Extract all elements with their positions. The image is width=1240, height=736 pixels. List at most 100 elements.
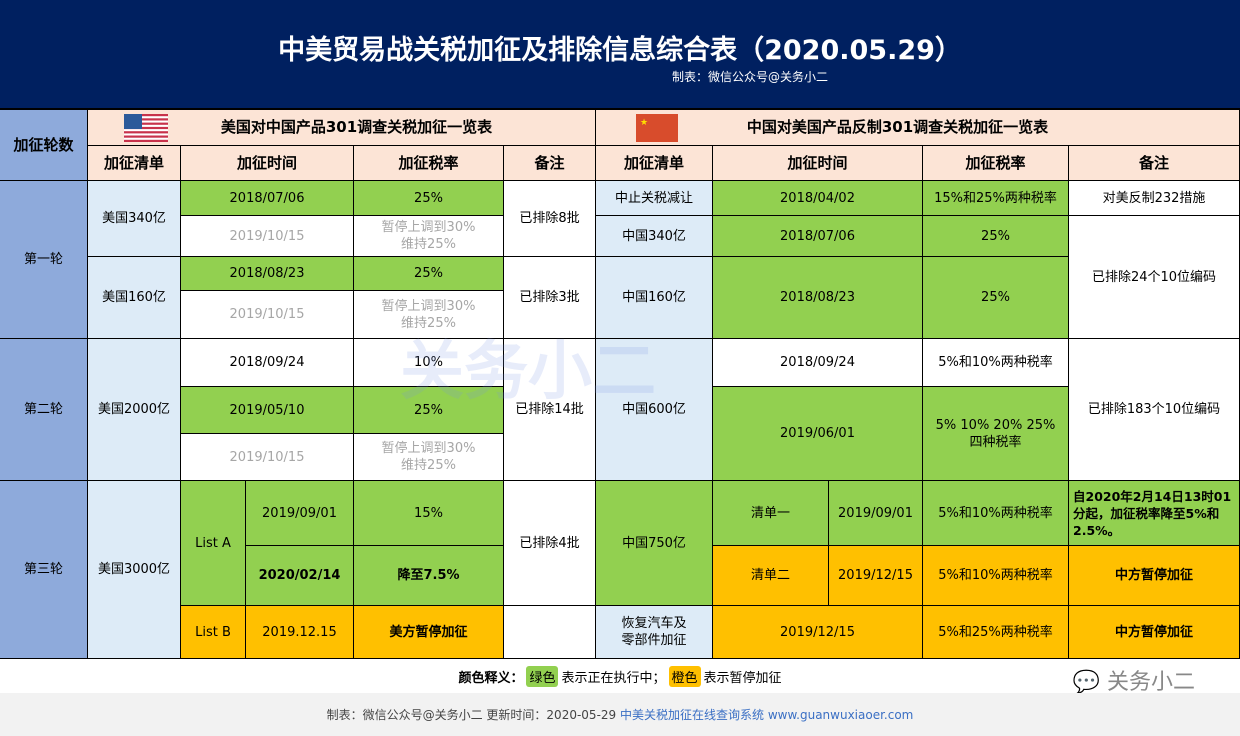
date-cell: 2019/12/15 — [713, 606, 923, 659]
round-2-label: 第二轮 — [0, 339, 88, 481]
rate-cell: 25% — [923, 216, 1069, 257]
wechat-icon: 💬 — [1072, 670, 1100, 695]
note-cell: 已排除183个10位编码 — [1069, 339, 1240, 481]
us-list-3000: 美国3000亿 — [88, 481, 181, 659]
us-col-time: 加征时间 — [181, 146, 354, 181]
cn-list-suspend: 中止关税减让 — [596, 181, 713, 216]
rate-cell: 5%和10%两种税率 — [923, 546, 1069, 606]
date-cell: 2018/07/06 — [181, 181, 354, 216]
cn-col-time: 加征时间 — [713, 146, 923, 181]
rate-line: 暂停上调到30% — [381, 298, 476, 314]
sublist-2: 清单二 — [713, 546, 829, 606]
cn-table-title-text: 中国对美国产品反制301调查关税加征一览表 — [746, 118, 1049, 136]
note-cell: 已排除8批 — [504, 181, 596, 257]
date-cell: 2019/12/15 — [829, 546, 923, 606]
us-col-rate: 加征税率 — [354, 146, 504, 181]
list-line: 零部件加征 — [621, 633, 687, 648]
subtitle: 制表：微信公众号@关务小二 — [671, 70, 828, 84]
legend-label: 颜色释义： — [458, 670, 524, 686]
footer: 制表：微信公众号@关务小二 更新时间：2020-05-29 中美关税加征在线查询… — [0, 693, 1240, 736]
note-cell: 自2020年2月14日13时01分起，加征税率降至5%和2.5%。 — [1069, 481, 1240, 546]
footer-link[interactable]: 中美关税加征在线查询系统 www.guanwuxiaoer.com — [620, 708, 914, 722]
rate-line: 5% 10% 20% 25% — [935, 417, 1056, 433]
us-list-160: 美国160亿 — [88, 257, 181, 339]
us-flag-icon — [124, 114, 168, 142]
us-list-340: 美国340亿 — [88, 181, 181, 257]
rate-cell: 5% 10% 20% 25% 四种税率 — [923, 387, 1069, 481]
cn-list-340: 中国340亿 — [596, 216, 713, 257]
cn-list-auto: 恢复汽车及零部件加征 — [596, 606, 713, 659]
rate-line: 维持25% — [401, 458, 456, 473]
date-cell: 2018/04/02 — [713, 181, 923, 216]
rate-cell: 美方暂停加征 — [354, 606, 504, 659]
cn-table-title: ★ 中国对美国产品反制301调查关税加征一览表 — [596, 110, 1240, 146]
note-cell: 中方暂停加征 — [1069, 606, 1240, 659]
note-cell: 对美反制232措施 — [1069, 181, 1240, 216]
rate-line: 维持25% — [401, 237, 456, 252]
rate-cell: 25% — [354, 257, 504, 291]
note-cell: 中方暂停加征 — [1069, 546, 1240, 606]
brand-text: 关务小二 — [1106, 670, 1195, 695]
svg-text:★: ★ — [640, 118, 648, 128]
china-flag-icon: ★ — [636, 114, 678, 142]
rate-cell: 25% — [923, 257, 1069, 339]
date-cell: 2019/06/01 — [713, 387, 923, 481]
list-line: 恢复汽车及 — [621, 616, 687, 631]
rate-line: 四种税率 — [969, 434, 1022, 450]
rate-cell: 暂停上调到30% 维持25% — [354, 291, 504, 339]
date-cell: 2019/10/15 — [181, 291, 354, 339]
rate-cell: 暂停上调到30% 维持25% — [354, 216, 504, 257]
date-cell: 2019/10/15 — [181, 434, 354, 481]
rate-cell: 25% — [354, 181, 504, 216]
rate-cell: 降至7.5% — [354, 546, 504, 606]
legend-green-text: 表示正在执行中； — [561, 670, 666, 686]
sublist-1: 清单一 — [713, 481, 829, 546]
cn-list-750: 中国750亿 — [596, 481, 713, 606]
legend-orange-chip: 橙色 — [668, 665, 701, 687]
us-col-note: 备注 — [504, 146, 596, 181]
list-b-label: List B — [181, 606, 246, 659]
page-title: 中美贸易战关税加征及排除信息综合表（2020.05.29） — [278, 35, 962, 66]
cn-col-list: 加征清单 — [596, 146, 713, 181]
date-cell: 2018/08/23 — [181, 257, 354, 291]
header-banner: 中美贸易战关税加征及排除信息综合表（2020.05.29） 制表：微信公众号@关… — [0, 0, 1240, 110]
list-a-label: List A — [181, 481, 246, 606]
rate-cell: 25% — [354, 387, 504, 434]
cn-list-160: 中国160亿 — [596, 257, 713, 339]
cn-col-note: 备注 — [1069, 146, 1240, 181]
rate-cell: 5%和10%两种税率 — [923, 481, 1069, 546]
date-cell: 2018/09/24 — [181, 339, 354, 387]
date-cell: 2018/09/24 — [713, 339, 923, 387]
footer-text: 制表：微信公众号@关务小二 更新时间：2020-05-29 — [326, 708, 617, 722]
date-cell: 2018/07/06 — [713, 216, 923, 257]
legend-green-chip: 绿色 — [526, 665, 559, 687]
us-list-2000: 美国2000亿 — [88, 339, 181, 481]
note-cell: 已排除3批 — [504, 257, 596, 339]
date-cell: 2019/09/01 — [246, 481, 354, 546]
round-1-label: 第一轮 — [0, 181, 88, 339]
rate-cell: 15%和25%两种税率 — [923, 181, 1069, 216]
date-cell: 2020/02/14 — [246, 546, 354, 606]
date-cell: 2019/05/10 — [181, 387, 354, 434]
date-cell: 2019.12.15 — [246, 606, 354, 659]
us-table-title: 美国对中国产品301调查关税加征一览表 — [88, 110, 596, 146]
note-cell: 已排除14批 — [504, 339, 596, 481]
us-col-list: 加征清单 — [88, 146, 181, 181]
cn-col-rate: 加征税率 — [923, 146, 1069, 181]
rate-cell: 5%和25%两种税率 — [923, 606, 1069, 659]
cn-list-600: 中国600亿 — [596, 339, 713, 481]
rate-cell: 暂停上调到30% 维持25% — [354, 434, 504, 481]
date-cell: 2019/10/15 — [181, 216, 354, 257]
note-cell — [504, 606, 596, 659]
note-cell: 已排除4批 — [504, 481, 596, 606]
date-cell: 2018/08/23 — [713, 257, 923, 339]
us-table-title-text: 美国对中国产品301调查关税加征一览表 — [220, 118, 493, 136]
wechat-brand-logo: 💬 关务小二 — [1073, 664, 1195, 696]
date-cell: 2019/09/01 — [829, 481, 923, 546]
rate-line: 维持25% — [401, 315, 456, 331]
round-3-label: 第三轮 — [0, 481, 88, 659]
color-legend: 颜色释义： 绿色 表示正在执行中； 橙色 表示暂停加征 — [0, 659, 1240, 694]
rate-cell: 5%和10%两种税率 — [923, 339, 1069, 387]
note-cell: 已排除24个10位编码 — [1069, 216, 1240, 339]
rate-cell: 15% — [354, 481, 504, 546]
